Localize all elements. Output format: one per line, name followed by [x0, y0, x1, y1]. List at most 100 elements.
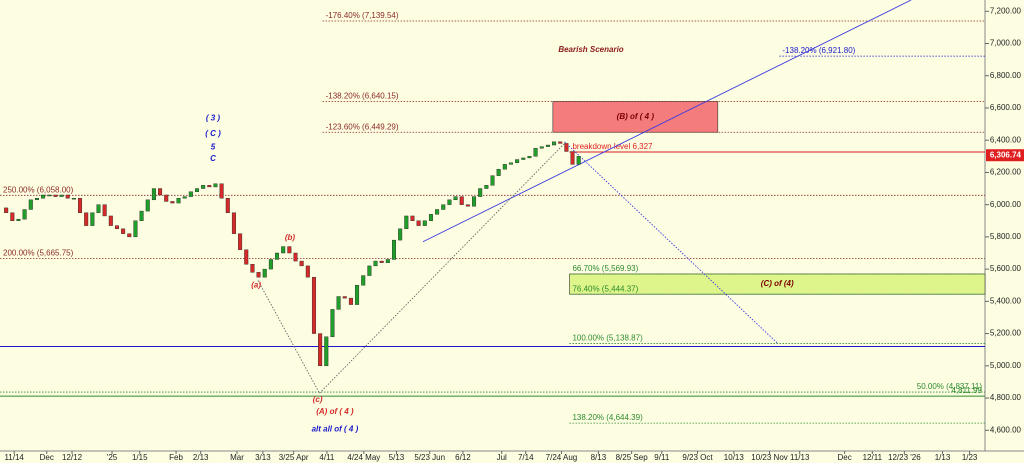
candle — [281, 246, 286, 254]
candle — [545, 144, 550, 147]
y-tick-label: 6,800.00 — [990, 71, 1022, 80]
candle — [465, 204, 470, 207]
candle — [127, 233, 132, 238]
level-label: 66.70% (5,569.93) — [572, 264, 638, 273]
annotation: ( C ) — [205, 129, 221, 138]
annotation: C — [210, 154, 216, 163]
level-label: -176.40% (7,139.54) — [326, 11, 399, 20]
x-tick-label: '25 — [107, 453, 118, 462]
candle — [552, 141, 557, 146]
candle — [176, 198, 181, 204]
x-tick-label: 8/13 — [591, 453, 607, 462]
candle — [539, 146, 544, 149]
candle — [336, 296, 341, 310]
y-tick-label: 6,000.00 — [990, 200, 1022, 209]
candle — [435, 209, 440, 215]
candle — [373, 260, 378, 267]
last-price-box — [986, 149, 1024, 162]
y-tick-label: 4,600.00 — [990, 425, 1022, 434]
candle — [508, 162, 513, 165]
candle — [527, 156, 532, 159]
annotation: (c) — [313, 395, 323, 404]
x-tick-label: 6/12 — [455, 453, 471, 462]
candle — [207, 185, 212, 188]
candle — [16, 218, 21, 221]
x-tick-label: 4/11 — [319, 453, 335, 462]
candle — [238, 233, 243, 250]
candle — [558, 141, 563, 144]
candle — [287, 246, 292, 254]
candle — [108, 215, 113, 226]
candle — [472, 196, 477, 207]
y-tick-label: 5,800.00 — [990, 232, 1022, 241]
candle — [133, 220, 138, 238]
candle — [490, 175, 495, 186]
x-tick-label: 11/14 — [4, 453, 24, 462]
candle — [158, 188, 163, 196]
candle — [28, 199, 33, 210]
x-tick-label: Jul — [497, 453, 507, 462]
candle — [201, 185, 206, 189]
candle — [576, 156, 581, 165]
level-label: 250.00% (6,058.00) — [3, 185, 74, 194]
x-tick-label: 5/23 Jun — [414, 453, 445, 462]
x-tick-label: 2/13 — [193, 453, 209, 462]
candle — [22, 209, 27, 220]
level-label: 4,811.99 — [951, 386, 982, 395]
level-label: 100.00% (5,138.87) — [572, 334, 643, 343]
annotation: Bearish Scenario — [558, 45, 623, 54]
candle — [139, 210, 144, 221]
candle — [170, 201, 175, 204]
candle — [182, 196, 187, 199]
candle — [78, 198, 83, 213]
candle — [385, 259, 390, 263]
candle — [305, 265, 310, 278]
candle — [65, 194, 70, 199]
x-tick-label: 4/24 May — [347, 453, 380, 462]
x-tick-label: Feb — [169, 453, 183, 462]
candle — [515, 159, 520, 163]
candle — [121, 228, 126, 234]
candle — [496, 169, 501, 176]
candle — [355, 285, 360, 305]
candle — [53, 194, 58, 197]
x-tick-label: 8/25 Sep — [616, 453, 649, 462]
annotation: (a) — [251, 280, 261, 289]
x-tick-label: 10/23 Nov — [751, 453, 787, 462]
trend-line — [422, 0, 912, 243]
x-tick-label: 1/23 — [962, 453, 978, 462]
candle — [478, 188, 483, 197]
candle — [188, 191, 193, 197]
candle — [299, 260, 304, 267]
candle — [219, 183, 224, 199]
level-label: -138.20% (6,640.15) — [326, 92, 399, 101]
x-tick-label: 9/11 — [654, 453, 670, 462]
x-tick-label: 5/13 — [389, 453, 405, 462]
candle — [564, 143, 569, 152]
candle — [151, 188, 156, 201]
y-tick-label: 4,800.00 — [990, 393, 1022, 402]
candle — [459, 196, 464, 205]
level-label: -123.60% (6,449.29) — [326, 122, 399, 131]
candle — [453, 196, 458, 201]
last-price-label: 6,306.74 — [990, 150, 1022, 159]
x-tick-label: Dec — [40, 453, 54, 462]
candle — [90, 212, 95, 226]
candle — [59, 194, 64, 197]
zone-label: (B) of ( 4 ) — [617, 112, 655, 121]
y-tick-label: 6,200.00 — [990, 168, 1022, 177]
x-tick-label: 10/13 — [724, 453, 745, 462]
x-tick-label: Dec — [838, 453, 852, 462]
candle — [231, 212, 236, 234]
candle — [145, 199, 150, 212]
x-tick-label: 3/25 Apr — [279, 453, 309, 462]
candle — [330, 309, 335, 338]
candle — [102, 204, 107, 217]
y-tick-label: 6,400.00 — [990, 135, 1022, 144]
candle — [293, 252, 298, 262]
candle — [275, 252, 280, 260]
level-label: -138.20% (6,921.80) — [782, 46, 855, 55]
candle — [268, 259, 273, 270]
candle — [404, 215, 409, 230]
